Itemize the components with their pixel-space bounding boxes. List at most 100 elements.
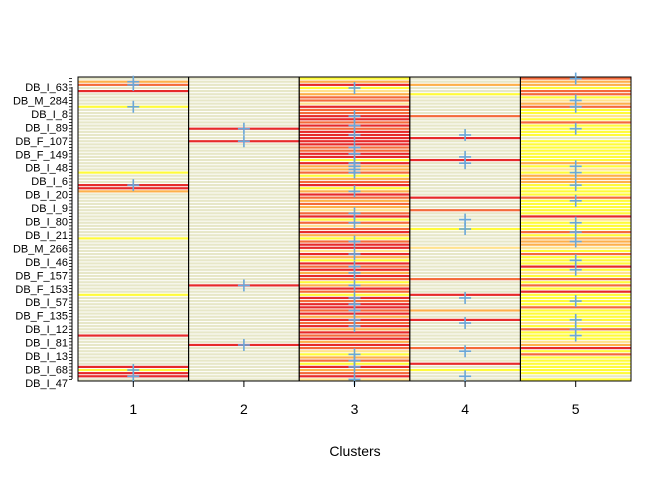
- heatmap-cell: [520, 209, 631, 212]
- heatmap-cell: [188, 362, 300, 365]
- centroid-marker: [569, 263, 582, 276]
- y-tick-label: DB_I_68: [25, 364, 68, 376]
- heatmap-cell: [409, 340, 521, 343]
- centroid-marker: [127, 100, 140, 113]
- heatmap-cell: [520, 306, 631, 309]
- heatmap-cell: [409, 99, 521, 102]
- heatmap-cell: [78, 331, 189, 334]
- heatmap-cell: [409, 359, 521, 362]
- heatmap-cell: [188, 158, 300, 162]
- heatmap-cell: [188, 312, 300, 315]
- heatmap-cell: [409, 96, 521, 99]
- centroid-marker: [127, 179, 140, 192]
- centroid-marker: [348, 266, 361, 279]
- heatmap-cell: [409, 180, 521, 184]
- heatmap-cell: [78, 174, 189, 177]
- centroid-marker: [569, 329, 582, 342]
- heatmap-cell: [188, 271, 300, 274]
- heatmap-cell: [520, 111, 631, 115]
- heatmap-cell: [78, 281, 189, 284]
- heatmap-cell: [78, 309, 189, 312]
- heatmap-cell: [299, 331, 410, 334]
- heatmap-cell: [78, 306, 189, 309]
- heatmap-cell: [409, 86, 521, 90]
- heatmap-cell: [188, 274, 300, 278]
- centroid-marker: [348, 360, 361, 373]
- heatmap-cell: [409, 196, 521, 199]
- heatmap-cell: [78, 196, 189, 199]
- heatmap-cell: [299, 93, 410, 96]
- y-tick-label: DB_F_149: [15, 149, 68, 161]
- heatmap-cell: [188, 96, 300, 99]
- heatmap-cell: [520, 362, 631, 365]
- heatmap-cell: [409, 168, 521, 171]
- heatmap-cell: [188, 165, 300, 168]
- heatmap-cell: [188, 337, 300, 340]
- heatmap-cell: [409, 256, 521, 259]
- centroid-marker: [348, 248, 361, 261]
- heatmap-cell: [520, 118, 631, 121]
- heatmap-cell: [520, 274, 631, 278]
- heatmap-cell: [78, 293, 189, 296]
- heatmap-cell: [78, 165, 189, 168]
- heatmap-cell: [78, 256, 189, 259]
- centroid-marker: [459, 370, 472, 383]
- centroid-marker: [348, 128, 361, 141]
- heatmap-cell: [520, 378, 631, 381]
- heatmap-cell: [188, 218, 300, 221]
- heatmap-cell: [409, 331, 521, 334]
- heatmap-cell: [409, 246, 521, 249]
- heatmap-cell: [78, 152, 189, 155]
- heatmap-cell: [409, 240, 521, 243]
- y-tick-label: DB_I_63: [25, 82, 68, 94]
- heatmap-cell: [78, 218, 189, 221]
- heatmap-cell: [188, 356, 300, 359]
- heatmap-cell: [299, 140, 410, 143]
- heatmap-cell: [188, 115, 300, 118]
- heatmap-cell: [78, 237, 189, 240]
- y-tick-label: DB_I_13: [25, 351, 68, 363]
- heatmap-cell: [188, 80, 300, 83]
- centroid-marker: [569, 122, 582, 135]
- heatmap-cell: [520, 115, 631, 118]
- centroid-marker: [459, 223, 472, 235]
- heatmap-cell: [188, 83, 300, 86]
- heatmap-cell: [299, 184, 410, 187]
- heatmap-cell: [188, 77, 300, 80]
- heatmap-cell: [188, 252, 300, 256]
- heatmap-cell: [78, 346, 189, 350]
- heatmap-cell: [520, 312, 631, 315]
- heatmap-cell: [78, 115, 189, 118]
- heatmap-cell: [299, 105, 410, 108]
- heatmap-cell: [409, 274, 521, 278]
- heatmap-cell: [520, 346, 631, 350]
- heatmap-cell: [299, 346, 410, 350]
- heatmap-cell: [409, 252, 521, 256]
- heatmap-cell: [78, 177, 189, 180]
- heatmap-cell: [299, 108, 410, 112]
- heatmap-cell: [409, 287, 521, 290]
- heatmap-cell: [409, 124, 521, 127]
- heatmap-cell: [188, 171, 300, 174]
- heatmap-cell: [520, 290, 631, 293]
- heatmap-cell: [299, 290, 410, 293]
- heatmap-cell: [520, 133, 631, 137]
- heatmap-cell: [299, 102, 410, 105]
- centroid-markers: [127, 72, 582, 386]
- heatmap-cell: [409, 334, 521, 337]
- heatmap-cell: [520, 146, 631, 149]
- heatmap-cell: [188, 303, 300, 306]
- centroid-marker: [348, 166, 361, 179]
- heatmap-cell: [188, 296, 300, 300]
- heatmap-cell: [520, 356, 631, 359]
- heatmap-cell: [409, 127, 521, 130]
- heatmap-cell: [188, 243, 300, 246]
- heatmap-cell: [78, 246, 189, 249]
- heatmap-cell: [409, 118, 521, 121]
- heatmap-cell: [78, 137, 189, 140]
- heatmap-cell: [78, 318, 189, 321]
- heatmap-cell: [409, 115, 521, 118]
- heatmap-cell: [78, 224, 189, 227]
- heatmap-cell: [520, 353, 631, 356]
